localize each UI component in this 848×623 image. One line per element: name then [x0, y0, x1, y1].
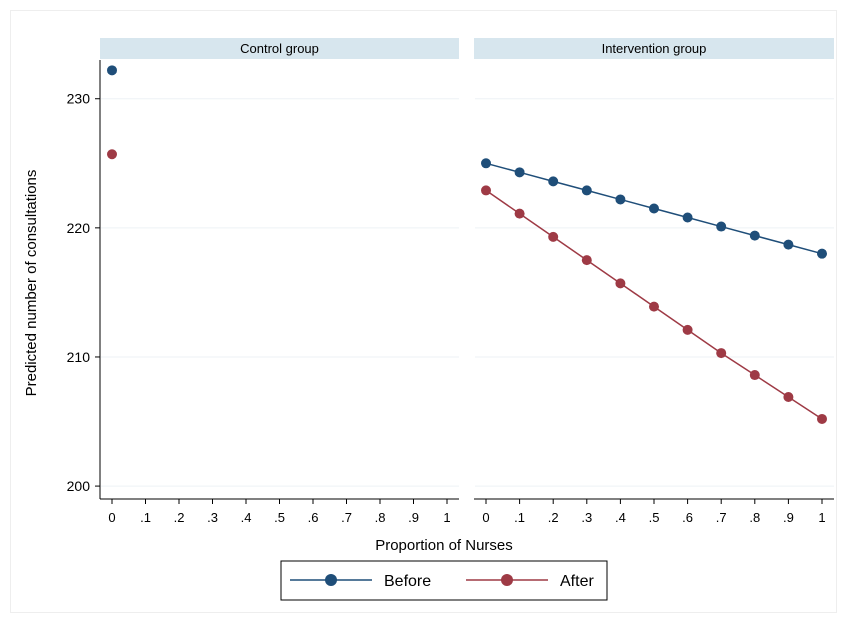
- panel-1: Intervention group 0 .1 .2 .3 .4 .5 .6 .7 .8 .9 1: [474, 38, 834, 525]
- panel-0: Control group 200 210 220 230 0 .1 .2 .3 .4 .5 .6 .7…: [67, 38, 459, 525]
- point-before-1-4: [615, 194, 626, 205]
- y-tick-label-2: 220: [67, 220, 91, 236]
- x-tick-label-1-8: .8: [749, 510, 760, 525]
- point-before-1-0: [481, 158, 491, 169]
- panel-title-1: Intervention group: [602, 41, 707, 56]
- x-tick-label-0-0: 0: [108, 510, 115, 525]
- point-before-1-3: [581, 185, 592, 196]
- point-before-1-9: [783, 239, 794, 250]
- x-tick-label-0-6: .6: [308, 510, 319, 525]
- point-before-1-5: [649, 203, 659, 214]
- point-after-1-10: [817, 413, 827, 424]
- y-tick-label-1: 210: [67, 349, 91, 365]
- point-before-0-0: [107, 65, 117, 76]
- point-before-1-10: [817, 248, 827, 259]
- legend: Before After: [280, 560, 608, 601]
- legend-marker-before: [325, 574, 337, 586]
- panel-title-0: Control group: [240, 41, 319, 56]
- x-tick-label-1-1: .1: [514, 510, 525, 525]
- point-before-1-2: [548, 176, 559, 187]
- x-axis-label: Proportion of Nurses: [375, 537, 513, 554]
- y-tick-label-3: 230: [67, 91, 91, 107]
- x-tick-label-1-6: .6: [682, 510, 693, 525]
- point-before-1-6: [682, 212, 693, 223]
- panel-header-1: [474, 38, 834, 59]
- point-after-1-5: [649, 301, 659, 312]
- point-before-1-1: [514, 167, 525, 178]
- x-tick-label-1-5: .5: [649, 510, 660, 525]
- x-tick-label-0-2: .2: [174, 510, 185, 525]
- x-tick-label-1-3: .3: [581, 510, 592, 525]
- legend-label-after: After: [560, 573, 594, 590]
- point-after-0-0: [107, 149, 117, 160]
- x-tick-label-1-7: .7: [716, 510, 727, 525]
- x-tick-label-0-1: .1: [140, 510, 151, 525]
- x-tick-label-1-9: .9: [783, 510, 794, 525]
- x-tick-label-0-8: .8: [375, 510, 386, 525]
- point-after-1-9: [783, 391, 794, 402]
- x-tick-label-1-4: .4: [615, 510, 626, 525]
- x-tick-label-1-0: 0: [482, 510, 489, 525]
- chart-frame: [10, 10, 837, 613]
- panels: Control group 200 210 220 230 0 .1 .2 .3 .4 .5 .6 .7…: [67, 38, 834, 525]
- y-axis-label: Predicted number of consultations: [23, 170, 40, 397]
- point-after-1-2: [548, 231, 559, 242]
- panel-header-0: [100, 38, 459, 59]
- point-before-1-8: [749, 230, 760, 241]
- point-after-1-4: [615, 278, 626, 289]
- x-tick-label-0-5: .5: [274, 510, 285, 525]
- point-after-1-7: [716, 348, 727, 359]
- y-tick-label-0: 200: [67, 478, 91, 494]
- point-after-1-1: [514, 208, 525, 219]
- x-tick-label-0-10: 1: [443, 510, 450, 525]
- point-before-1-7: [716, 221, 727, 232]
- point-after-1-0: [481, 185, 491, 196]
- point-after-1-3: [581, 255, 592, 266]
- x-tick-label-0-4: .4: [241, 510, 252, 525]
- point-after-1-8: [749, 370, 760, 381]
- x-tick-label-1-2: .2: [548, 510, 559, 525]
- legend-label-before: Before: [384, 573, 431, 590]
- x-tick-label-0-3: .3: [207, 510, 218, 525]
- x-tick-label-0-9: .9: [408, 510, 419, 525]
- x-tick-label-0-7: .7: [341, 510, 352, 525]
- x-tick-label-1-10: 1: [818, 510, 825, 525]
- point-after-1-6: [682, 324, 693, 335]
- legend-marker-after: [501, 574, 513, 586]
